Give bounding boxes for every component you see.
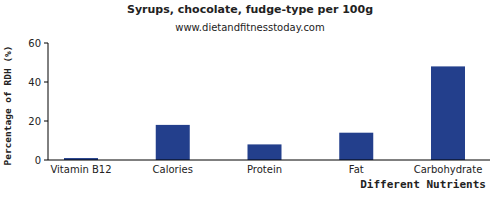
- y-tick-label: 0: [35, 155, 41, 166]
- y-tick: [44, 43, 48, 44]
- y-tick: [44, 82, 48, 83]
- x-tick-label: Protein: [247, 164, 282, 175]
- chart-svg: Syrups, chocolate, fudge-type per 100g ww…: [0, 0, 500, 200]
- y-axis-line: [48, 43, 49, 160]
- y-tick-label: 40: [28, 77, 41, 88]
- x-tick-label: Fat: [349, 164, 364, 175]
- x-tick-label: Carbohydrate: [414, 164, 483, 175]
- chart-container: Syrups, chocolate, fudge-type per 100g ww…: [0, 0, 500, 200]
- y-axis-label: Percentage of RDH (%): [2, 45, 13, 165]
- x-tick-label: Vitamin B12: [50, 164, 111, 175]
- subtitle: www.dietandfitnesstoday.com: [175, 22, 324, 33]
- x-axis-line: [48, 160, 490, 161]
- bar: [156, 125, 190, 160]
- bar: [431, 66, 465, 160]
- y-tick-label: 20: [28, 116, 41, 127]
- y-tick: [44, 121, 48, 122]
- title: Syrups, chocolate, fudge-type per 100g: [127, 3, 373, 16]
- y-tick-label: 60: [28, 38, 41, 49]
- x-axis-label: Different Nutrients: [360, 178, 486, 191]
- bars: [64, 66, 465, 160]
- x-tick-label: Calories: [153, 164, 193, 175]
- y-tick: [44, 160, 48, 161]
- bar: [339, 133, 373, 160]
- bar: [248, 144, 282, 160]
